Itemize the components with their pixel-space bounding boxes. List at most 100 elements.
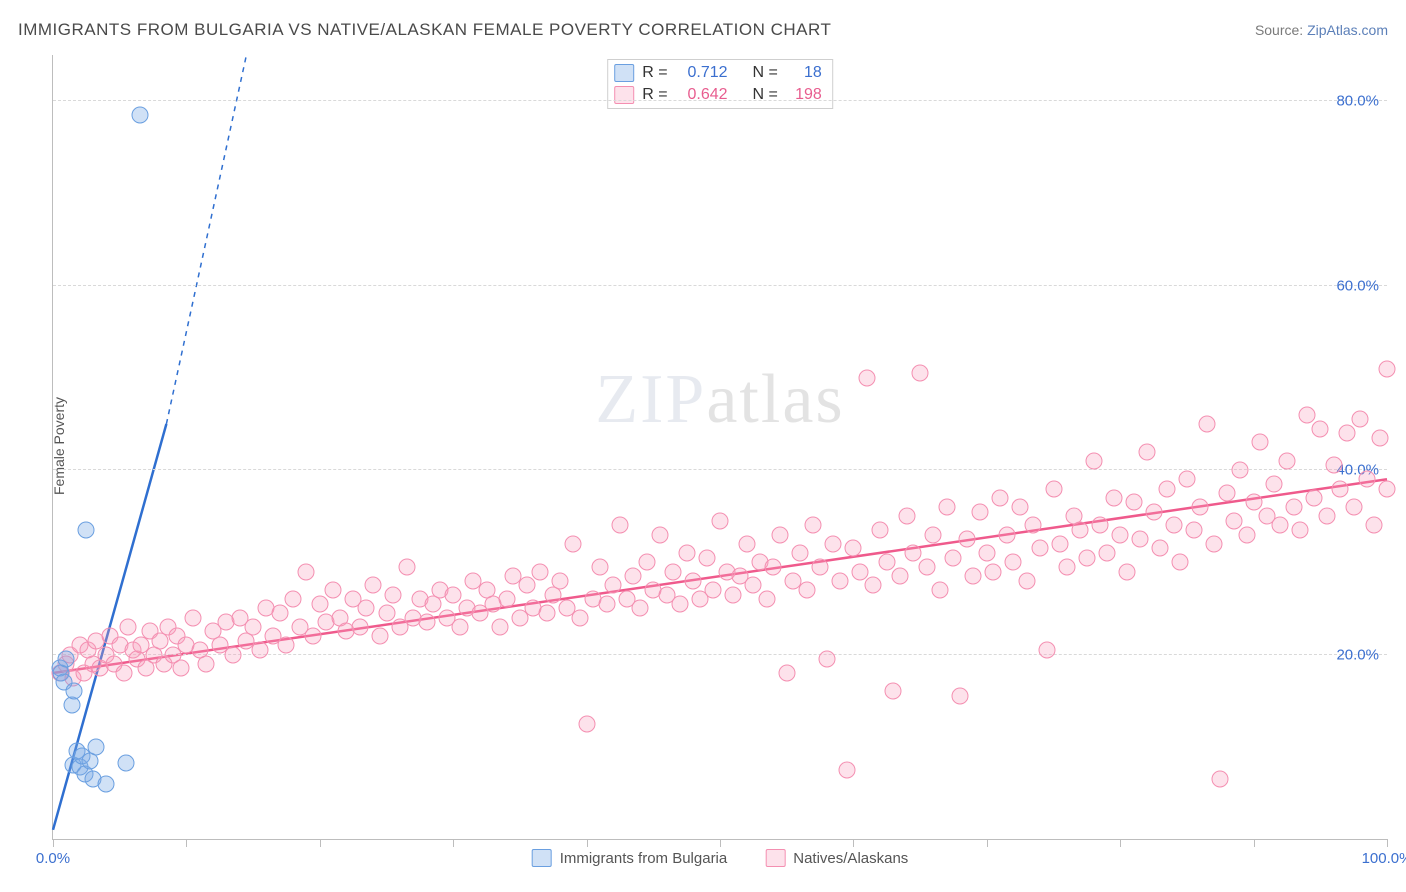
data-point — [765, 558, 782, 575]
data-point — [1278, 452, 1295, 469]
n-value-blue: 18 — [786, 62, 822, 84]
data-point — [611, 517, 628, 534]
data-point — [351, 618, 368, 635]
n-value-pink: 198 — [786, 84, 822, 106]
data-point — [905, 545, 922, 562]
data-point — [1265, 475, 1282, 492]
data-point — [571, 609, 588, 626]
data-point — [898, 508, 915, 525]
data-point — [738, 535, 755, 552]
data-point — [1345, 498, 1362, 515]
data-point — [892, 568, 909, 585]
data-point — [1272, 517, 1289, 534]
trend-line — [166, 55, 246, 424]
data-point — [631, 600, 648, 617]
data-point — [1292, 522, 1309, 539]
legend-label-blue: Immigrants from Bulgaria — [560, 850, 728, 867]
legend-swatch-blue — [614, 64, 634, 82]
data-point — [712, 512, 729, 529]
data-point — [245, 618, 262, 635]
data-point — [225, 646, 242, 663]
source-link[interactable]: ZipAtlas.com — [1307, 22, 1388, 38]
data-point — [1238, 526, 1255, 543]
tick-x — [53, 839, 54, 847]
data-point — [1198, 415, 1215, 432]
watermark: ZIPatlas — [595, 360, 844, 440]
legend-swatch-blue-icon — [532, 849, 552, 867]
data-point — [998, 526, 1015, 543]
data-point — [992, 489, 1009, 506]
data-point — [1112, 526, 1129, 543]
data-point — [1018, 572, 1035, 589]
data-point — [491, 618, 508, 635]
data-point — [1045, 480, 1062, 497]
data-point — [1352, 411, 1369, 428]
data-point — [1132, 531, 1149, 548]
data-point — [798, 581, 815, 598]
data-point — [1212, 771, 1229, 788]
data-point — [565, 535, 582, 552]
tick-x — [720, 839, 721, 847]
data-point — [278, 637, 295, 654]
data-point — [251, 641, 268, 658]
n-label: N = — [752, 84, 777, 106]
data-point — [812, 558, 829, 575]
data-point — [1205, 535, 1222, 552]
data-point — [1138, 443, 1155, 460]
data-point — [1225, 512, 1242, 529]
tick-x — [587, 839, 588, 847]
source-prefix: Source: — [1255, 22, 1307, 38]
data-point — [398, 558, 415, 575]
data-point — [1379, 480, 1396, 497]
data-point — [1085, 452, 1102, 469]
chart-container: IMMIGRANTS FROM BULGARIA VS NATIVE/ALASK… — [0, 0, 1406, 892]
data-point — [591, 558, 608, 575]
data-point — [298, 563, 315, 580]
data-point — [878, 554, 895, 571]
data-point — [418, 614, 435, 631]
data-point — [115, 664, 132, 681]
data-point — [985, 563, 1002, 580]
data-point — [758, 591, 775, 608]
tick-x — [453, 839, 454, 847]
data-point — [972, 503, 989, 520]
data-point — [551, 572, 568, 589]
data-point — [358, 600, 375, 617]
data-point — [678, 545, 695, 562]
data-point — [1092, 517, 1109, 534]
data-point — [725, 586, 742, 603]
data-point — [978, 545, 995, 562]
data-point — [918, 558, 935, 575]
data-point — [87, 738, 104, 755]
data-point — [1005, 554, 1022, 571]
data-point — [845, 540, 862, 557]
legend-stats-row-pink: R = 0.642 N = 198 — [614, 84, 822, 106]
r-value-blue: 0.712 — [676, 62, 728, 84]
data-point — [938, 498, 955, 515]
data-point — [185, 609, 202, 626]
data-point — [285, 591, 302, 608]
y-tick-label: 20.0% — [1330, 646, 1379, 663]
r-label: R = — [642, 62, 667, 84]
chart-title: IMMIGRANTS FROM BULGARIA VS NATIVE/ALASK… — [18, 20, 831, 40]
data-point — [131, 106, 148, 123]
legend-item-pink: Natives/Alaskans — [765, 849, 908, 867]
data-point — [385, 586, 402, 603]
tick-x — [320, 839, 321, 847]
tick-x — [987, 839, 988, 847]
data-point — [1232, 462, 1249, 479]
data-point — [1118, 563, 1135, 580]
data-point — [1218, 485, 1235, 502]
x-tick-label: 0.0% — [36, 850, 70, 867]
data-point — [745, 577, 762, 594]
data-point — [173, 660, 190, 677]
legend-stats-row-blue: R = 0.712 N = 18 — [614, 62, 822, 84]
legend-swatch-pink-icon — [765, 849, 785, 867]
data-point — [818, 651, 835, 668]
n-label: N = — [752, 62, 777, 84]
x-tick-label: 100.0% — [1362, 850, 1406, 867]
plot-area: ZIPatlas R = 0.712 N = 18 R = 0.642 N = … — [52, 55, 1387, 840]
data-point — [1025, 517, 1042, 534]
watermark-zip: ZIP — [595, 361, 706, 438]
data-point — [578, 715, 595, 732]
